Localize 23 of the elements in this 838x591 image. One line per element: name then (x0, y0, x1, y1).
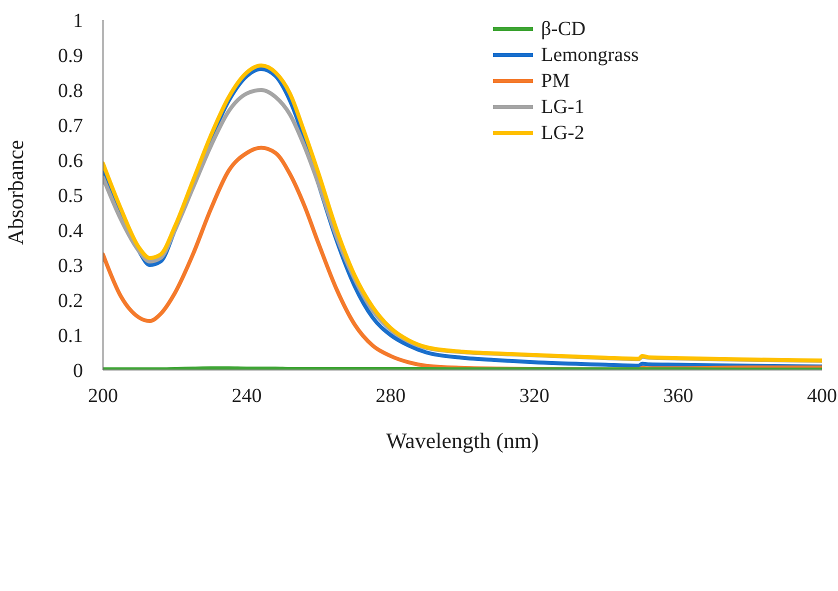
y-tick-label: 0.8 (58, 80, 83, 102)
y-tick-label: 0.9 (58, 45, 83, 68)
x-axis-title: Wavelength (nm) (386, 428, 539, 453)
x-tick-label: 280 (376, 385, 406, 408)
legend-label: Lemongrass (541, 44, 639, 66)
y-tick-label: 0.1 (58, 325, 83, 348)
legend-label: PM (541, 70, 570, 92)
y-tick-label: 0.2 (58, 290, 83, 312)
legend-label: LG-1 (541, 96, 584, 118)
y-tick-label: 1 (73, 10, 83, 32)
y-tick-label: 0.7 (58, 115, 83, 138)
x-tick-label: 240 (232, 385, 262, 408)
y-tick-label: 0.5 (58, 185, 83, 208)
x-tick-label: 360 (663, 385, 694, 408)
x-tick-label: 320 (519, 385, 550, 408)
y-tick-label: 0 (73, 360, 83, 382)
x-tick-label: 200 (88, 385, 118, 408)
x-tick-label: 400 (807, 385, 837, 408)
y-tick-label: 0.4 (58, 220, 83, 242)
y-tick-label: 0.3 (58, 255, 83, 278)
legend-label: LG-2 (541, 122, 584, 144)
legend-label: β-CD (541, 18, 586, 40)
y-tick-label: 0.6 (58, 150, 83, 172)
